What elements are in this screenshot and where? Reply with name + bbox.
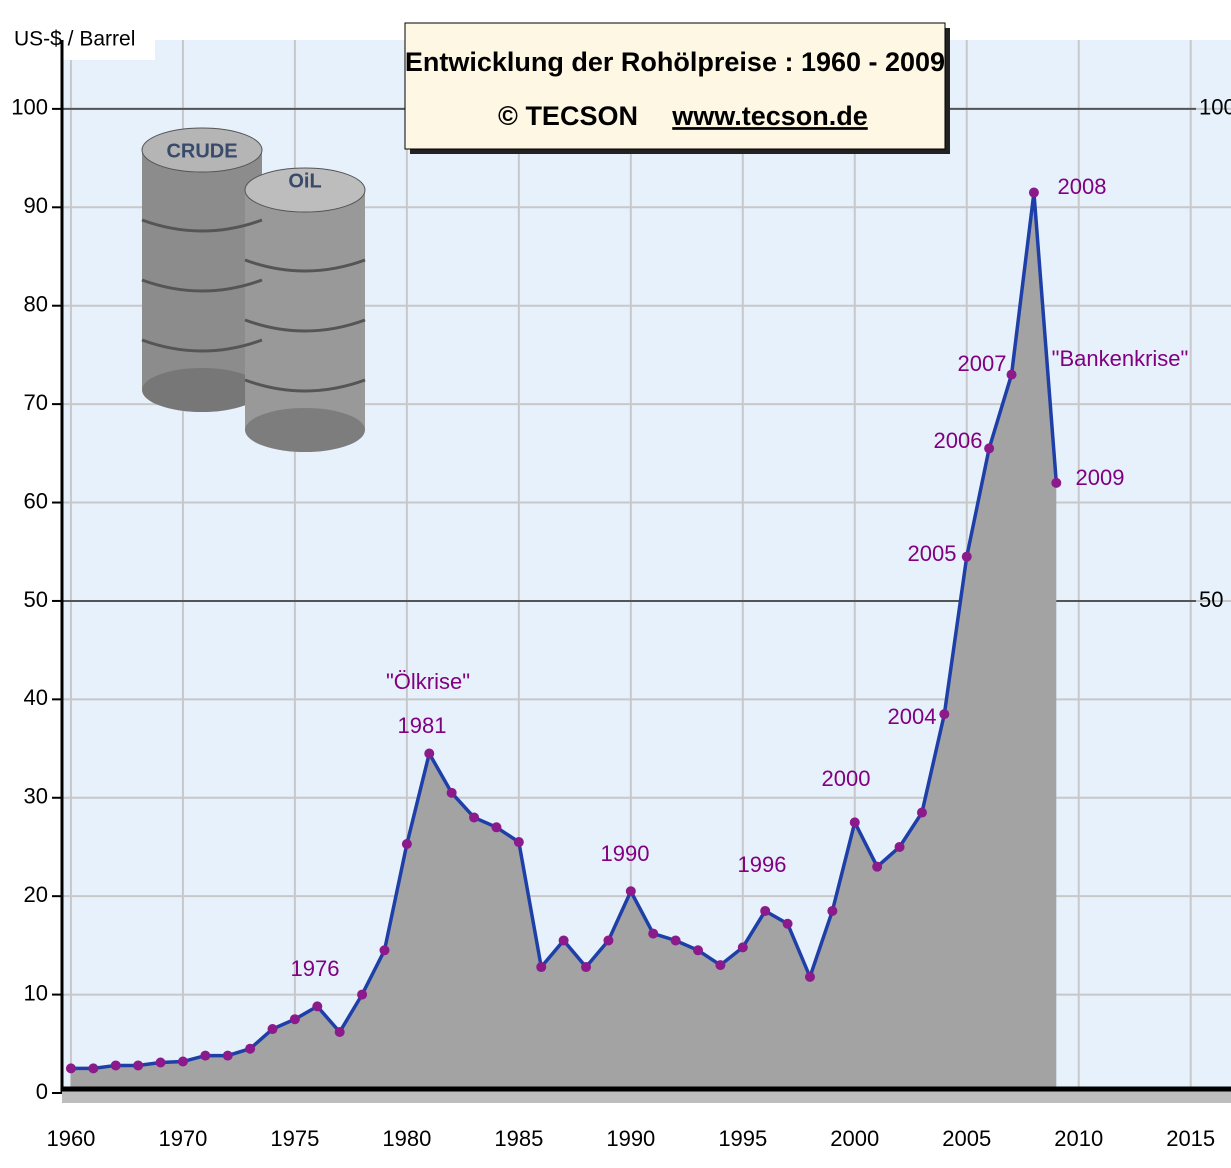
y-tick-label: 10 [24,980,48,1005]
data-point [245,1043,256,1054]
data-point [513,837,524,848]
subtitle: © TECSON [498,101,638,131]
data-point [1051,477,1062,488]
x-tick-label: 2010 [1054,1126,1103,1151]
data-point [469,812,480,823]
annotation: 2005 [908,541,957,566]
data-point [65,1063,76,1074]
y-tick-label: 80 [24,292,48,317]
data-point [849,817,860,828]
data-point [872,861,883,872]
data-point [155,1057,166,1068]
data-point [334,1026,345,1037]
data-point [804,971,815,982]
y2-tick-label: 50 [1199,587,1223,612]
barrel-label: CRUDE [166,140,237,162]
annotation: 2008 [1058,174,1107,199]
annotation: "Bankenkrise" [1052,346,1189,371]
x-tick-label: 2015 [1166,1126,1215,1151]
data-point [312,1001,323,1012]
data-point [401,839,412,850]
data-point [1006,369,1017,380]
annotation: 1990 [601,841,650,866]
annotation: 2000 [822,766,871,791]
subtitle: www.tecson.de [671,101,868,131]
data-point [603,935,614,946]
data-point [357,989,368,1000]
data-point [670,935,681,946]
y-axis-label: US-$ / Barrel [14,28,135,51]
data-point [782,918,793,929]
annotation: 2006 [934,428,983,453]
x-tick-label: 1970 [158,1126,207,1151]
barrels-illustration: CRUDE OiL [141,127,366,452]
data-point [267,1024,278,1035]
y-tick-label: 50 [24,587,48,612]
data-point [133,1060,144,1071]
y2-tick-label: 100 [1199,95,1231,120]
x-tick-label: 1990 [606,1126,655,1151]
data-point [693,945,704,956]
annotation: 2007 [958,351,1007,376]
data-point [939,709,950,720]
y-tick-label: 100 [11,95,48,120]
data-point [200,1050,211,1061]
data-point [446,787,457,798]
data-point [424,748,435,759]
data-point [110,1060,121,1071]
annotation: 2009 [1076,465,1125,490]
data-point [648,928,659,939]
data-point [961,551,972,562]
data-point [894,841,905,852]
label-bg [0,24,155,60]
y-tick-label: 0 [36,1079,48,1104]
data-point [222,1050,233,1061]
x-tick-label: 2005 [942,1126,991,1151]
chart-title: Entwicklung der Rohölpreise : 1960 - 200… [405,47,945,77]
area [70,192,1057,1094]
y-tick-label: 40 [24,685,48,710]
annotation: "Ölkrise" [386,669,470,694]
x-tick-label: 1980 [382,1126,431,1151]
data-point [1028,187,1039,198]
x-tick-label: 1985 [494,1126,543,1151]
title-box [404,22,946,150]
data-point [177,1056,188,1067]
data-point [558,935,569,946]
annotation: 2004 [888,704,937,729]
data-point [491,822,502,833]
data-point [379,945,390,956]
data-point [536,962,547,973]
data-point [715,960,726,971]
x-tick-label: 1960 [46,1126,95,1151]
y-tick-label: 70 [24,390,48,415]
y-tick-label: 20 [24,882,48,907]
annotation: 1996 [738,852,787,877]
data-point [737,942,748,953]
data-point [581,962,592,973]
data-point [916,807,927,818]
annotation: 1981 [398,713,447,738]
x-tick-label: 1975 [270,1126,319,1151]
data-point [289,1014,300,1025]
x-axis-band [62,1089,1231,1103]
data-point [88,1063,99,1074]
x-tick-label: 1995 [718,1126,767,1151]
x-tick-label: 2000 [830,1126,879,1151]
y-tick-label: 90 [24,193,48,218]
y-tick-label: 60 [24,488,48,513]
data-point [760,905,771,916]
data-point [984,443,995,454]
annotation: 1976 [291,956,340,981]
y-tick-label: 30 [24,784,48,809]
data-point [625,886,636,897]
barrel-label: OiL [288,170,321,192]
data-point [827,905,838,916]
